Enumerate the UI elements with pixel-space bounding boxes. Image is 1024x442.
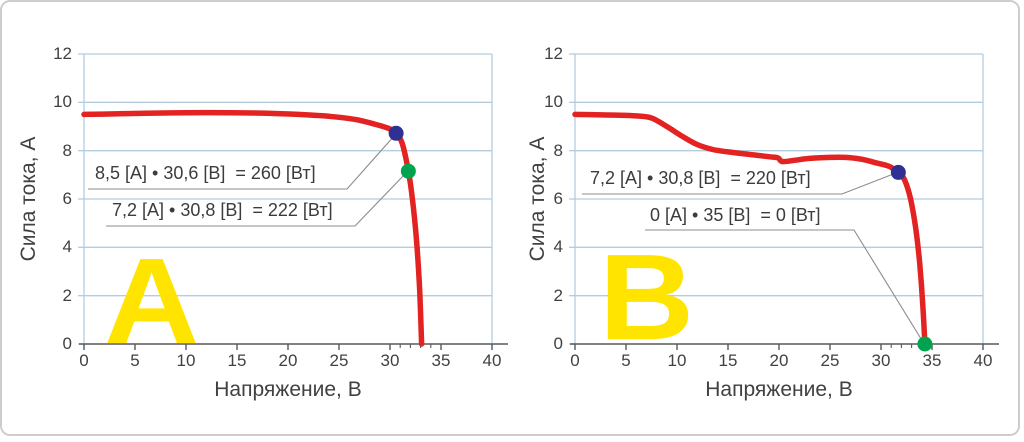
- x-axis-title: Напряжение, В: [705, 378, 853, 401]
- annotation-label: 0 [A] • 35 [B] = 0 [Вт]: [650, 205, 821, 225]
- x-tick-label: 40: [482, 351, 502, 370]
- chart-panel-a: A 8,5 [A] • 30,6 [B] = 260 [Вт] 7,2 [A] …: [2, 2, 514, 442]
- annotation-leader-line: [645, 229, 924, 343]
- annotation-label: 7,2 [A] • 30,8 [B] = 222 [Вт]: [112, 200, 333, 220]
- panel-letter-b: B: [599, 229, 695, 366]
- x-axis-title: Напряжение, В: [214, 378, 362, 401]
- y-tick-label: 8: [553, 140, 563, 160]
- iv-curve: [572, 111, 928, 347]
- green-marker: [917, 336, 933, 352]
- iv-curve: [81, 109, 425, 347]
- blue-marker: [890, 164, 906, 180]
- x-tick-label: 35: [431, 351, 451, 370]
- annotation-label: 8,5 [A] • 30,6 [B] = 260 [Вт]: [95, 163, 316, 183]
- x-tick-label: 40: [973, 351, 993, 370]
- y-tick-label: 0: [62, 334, 72, 353]
- annotation-leader-line: [106, 172, 407, 227]
- x-tick-label: 0: [570, 351, 580, 370]
- x-tick-label: 30: [871, 351, 891, 370]
- panel-letter-a: A: [104, 233, 200, 370]
- x-tick-label: 20: [769, 351, 789, 370]
- plot-area-b: B 7,2 [A] • 30,8 [B] = 220 [Вт] 0 [A] • …: [526, 44, 999, 401]
- y-tick-label: 2: [553, 285, 563, 305]
- annotation-label: 7,2 [A] • 30,8 [B] = 220 [Вт]: [590, 168, 811, 188]
- y-tick-label: 6: [553, 189, 563, 208]
- y-tick-label: 8: [62, 140, 72, 160]
- x-tick-label: 10: [667, 351, 687, 370]
- x-tick-label: 20: [278, 351, 298, 370]
- x-tick-label: 35: [922, 351, 942, 370]
- y-tick-label: 2: [62, 285, 72, 305]
- x-tick-label: 5: [130, 351, 140, 370]
- green-marker: [400, 163, 416, 179]
- y-tick-label: 0: [553, 334, 563, 353]
- chart-panel-b: B 7,2 [A] • 30,8 [B] = 220 [Вт] 0 [A] • …: [493, 2, 1005, 442]
- x-tick-label: 15: [718, 351, 738, 370]
- x-tick-label: 30: [380, 351, 400, 370]
- x-tick-label: 25: [820, 351, 840, 370]
- x-tick-label: 25: [329, 351, 349, 370]
- y-tick-label: 12: [544, 44, 563, 63]
- annotation-leader-line: [88, 134, 396, 190]
- annotation-leader-line: [582, 172, 897, 195]
- x-tick-label: 0: [79, 351, 89, 370]
- y-tick-label: 10: [53, 92, 72, 112]
- plot-area-a: A 8,5 [A] • 30,6 [B] = 260 [Вт] 7,2 [A] …: [17, 44, 508, 401]
- x-tick-label: 15: [227, 351, 247, 370]
- y-tick-label: 6: [62, 189, 72, 208]
- y-tick-label: 4: [62, 237, 72, 257]
- plot-svg: [78, 53, 508, 350]
- blue-marker: [388, 125, 404, 141]
- y-tick-label: 10: [544, 92, 563, 112]
- y-tick-label: 12: [53, 44, 72, 63]
- x-tick-label: 5: [621, 351, 631, 370]
- plot-svg: [569, 53, 999, 352]
- y-tick-label: 4: [553, 237, 563, 257]
- x-tick-label: 10: [176, 351, 196, 370]
